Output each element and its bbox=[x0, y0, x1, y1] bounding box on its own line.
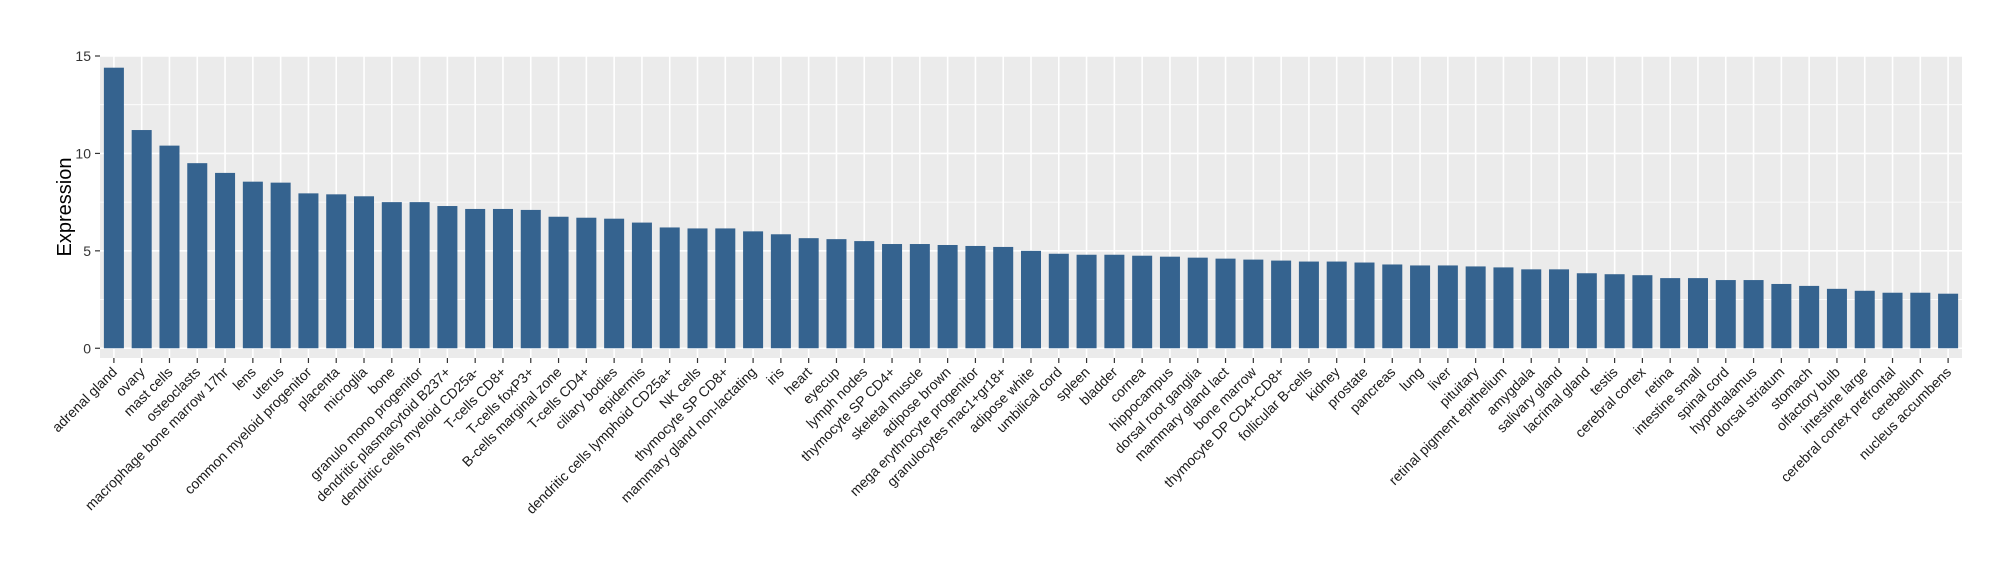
bar bbox=[631, 222, 652, 349]
bar bbox=[1521, 269, 1542, 349]
bar bbox=[1437, 265, 1458, 349]
bar bbox=[743, 231, 764, 349]
bar bbox=[1048, 253, 1069, 349]
bar bbox=[465, 208, 486, 349]
bar bbox=[1493, 267, 1514, 349]
y-tick-label: 10 bbox=[75, 145, 91, 161]
bar bbox=[1298, 261, 1319, 349]
bar bbox=[937, 244, 958, 349]
y-tick-label: 0 bbox=[83, 340, 91, 356]
bar bbox=[1271, 260, 1292, 349]
bar bbox=[159, 145, 180, 349]
bar bbox=[576, 217, 597, 349]
bar bbox=[1132, 255, 1153, 349]
bar bbox=[1687, 278, 1708, 349]
bar bbox=[409, 202, 430, 349]
y-axis: 0 5 10 15 bbox=[75, 48, 100, 356]
bar bbox=[1382, 264, 1403, 349]
bar bbox=[215, 172, 236, 349]
bar bbox=[1076, 254, 1097, 349]
bar bbox=[1715, 280, 1736, 349]
bar bbox=[1020, 250, 1042, 349]
bar bbox=[1215, 258, 1236, 349]
bar bbox=[1743, 280, 1764, 349]
bar bbox=[1826, 288, 1847, 349]
bar bbox=[1576, 273, 1597, 349]
y-tick-label: 5 bbox=[83, 243, 91, 259]
bar bbox=[354, 196, 375, 349]
bar bbox=[1549, 269, 1570, 349]
bar bbox=[1660, 278, 1681, 349]
bar bbox=[993, 246, 1014, 349]
bar bbox=[1187, 257, 1208, 349]
x-tick-label: adrenal gland bbox=[49, 364, 120, 435]
y-tick-label: 15 bbox=[75, 48, 91, 64]
bar bbox=[103, 67, 124, 349]
bar bbox=[131, 130, 152, 349]
bar bbox=[270, 182, 291, 349]
bar bbox=[1910, 292, 1931, 349]
bar bbox=[1465, 266, 1486, 349]
bar bbox=[882, 244, 903, 349]
bar bbox=[1354, 262, 1375, 349]
bar bbox=[242, 181, 263, 349]
bar bbox=[1632, 275, 1653, 349]
bar bbox=[715, 228, 736, 349]
bar bbox=[659, 227, 680, 349]
bar bbox=[1799, 285, 1820, 349]
bar bbox=[909, 244, 930, 349]
bar bbox=[1104, 254, 1125, 349]
bar bbox=[770, 234, 791, 349]
bar bbox=[1243, 259, 1264, 349]
bar bbox=[187, 163, 208, 349]
bar bbox=[1159, 256, 1180, 349]
bar bbox=[1771, 283, 1792, 349]
bar bbox=[687, 228, 708, 349]
bar bbox=[1410, 265, 1431, 349]
bar bbox=[326, 194, 347, 349]
bar bbox=[492, 208, 513, 349]
bar bbox=[1854, 290, 1875, 349]
bar bbox=[854, 241, 875, 349]
y-axis-title: Expression bbox=[54, 158, 76, 257]
bar bbox=[604, 218, 625, 349]
bar bbox=[298, 193, 319, 349]
bar bbox=[965, 245, 986, 349]
bar bbox=[1938, 293, 1959, 349]
x-tick-label: lung bbox=[1396, 364, 1426, 394]
bar bbox=[1604, 274, 1625, 349]
bars bbox=[103, 67, 1959, 349]
bar bbox=[437, 206, 458, 349]
bar bbox=[381, 202, 402, 349]
bar bbox=[798, 238, 819, 349]
bar bbox=[1882, 292, 1903, 349]
bar bbox=[1326, 261, 1347, 349]
bar bbox=[826, 239, 847, 349]
bar bbox=[520, 209, 541, 349]
bar bbox=[548, 216, 569, 349]
